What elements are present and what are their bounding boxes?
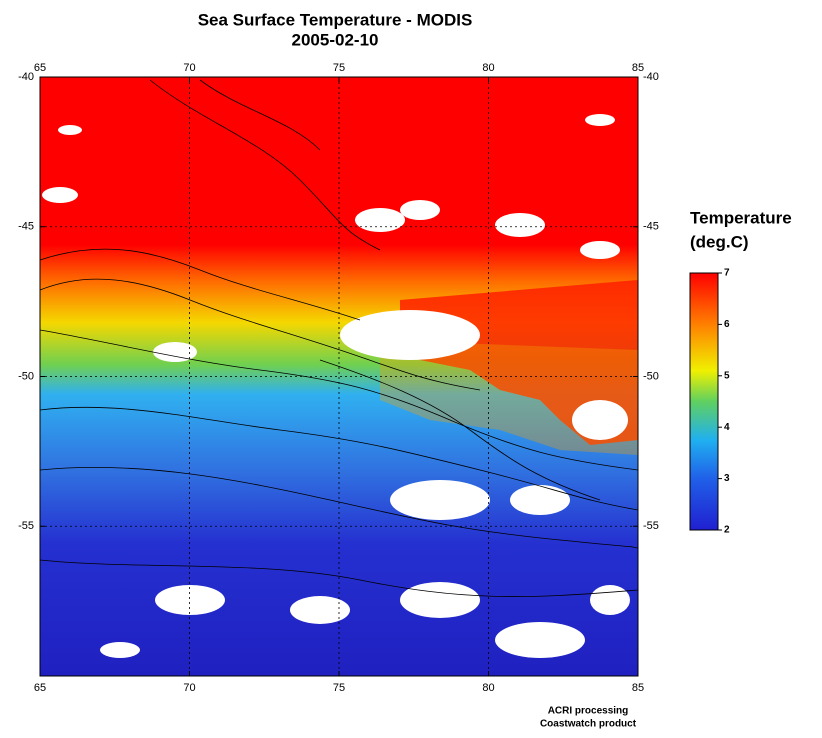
x-tick-label: 65 — [34, 682, 46, 694]
subtitle: 2005-02-10 — [292, 30, 379, 49]
colorbar-tick-label: 2 — [724, 525, 730, 536]
y-tick-label: -40 — [18, 71, 34, 83]
colorbar-tick-label: 7 — [724, 268, 730, 279]
colorbar-tick-label: 4 — [724, 422, 730, 433]
x-tick-label: 70 — [183, 682, 195, 694]
x-tick-label: 80 — [482, 682, 494, 694]
sst-image — [39, 77, 639, 676]
x-tick-label: 75 — [333, 682, 345, 694]
colorbar-tick-label: 6 — [724, 319, 730, 330]
y-tick-label: -45 — [18, 221, 34, 233]
title: Sea Surface Temperature - MODIS — [198, 10, 473, 29]
x-tick-label: 85 — [632, 682, 644, 694]
credit: ACRI processing — [548, 706, 629, 717]
x-tick-label: 65 — [34, 62, 46, 74]
x-tick-label: 80 — [482, 62, 494, 74]
colorbar-title: Temperature — [690, 208, 792, 227]
y-tick-label: -40 — [643, 71, 659, 83]
colorbar-tick-label: 5 — [724, 370, 730, 381]
colorbar-units: (deg.C) — [690, 232, 749, 251]
y-tick-label: -50 — [18, 370, 34, 382]
x-tick-label: 75 — [333, 62, 345, 74]
colorbar-tick-label: 3 — [724, 473, 730, 484]
colorbar — [689, 272, 719, 531]
x-tick-label: 85 — [632, 62, 644, 74]
x-tick-label: 70 — [183, 62, 195, 74]
y-tick-label: -45 — [643, 221, 659, 233]
y-tick-label: -55 — [643, 520, 659, 532]
y-tick-label: -55 — [18, 520, 34, 532]
y-tick-label: -50 — [643, 370, 659, 382]
credit: Coastwatch product — [540, 719, 637, 730]
